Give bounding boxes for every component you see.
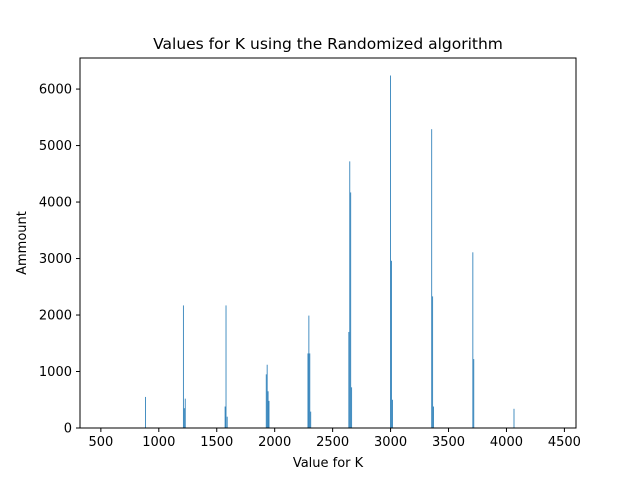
y-tick-label: 1000 — [39, 365, 72, 380]
y-tick-label: 2000 — [39, 309, 72, 324]
bar — [224, 406, 226, 428]
bar — [307, 353, 309, 428]
bar — [183, 408, 185, 428]
x-tick-label: 4500 — [548, 435, 581, 450]
bar — [310, 411, 312, 428]
chart-title: Values for K using the Randomized algori… — [153, 35, 503, 53]
bar — [472, 252, 474, 428]
bar — [513, 408, 515, 428]
x-tick-label: 2500 — [316, 435, 349, 450]
bar — [350, 192, 352, 428]
x-tick-label: 4000 — [490, 435, 523, 450]
x-tick-label: 3000 — [374, 435, 407, 450]
bar — [225, 305, 227, 428]
y-tick-label: 6000 — [39, 83, 72, 98]
bar — [349, 161, 351, 428]
bar — [433, 406, 434, 428]
bar — [309, 353, 311, 428]
bar — [431, 129, 433, 428]
bar — [473, 359, 475, 428]
y-axis-label: Ammount — [15, 211, 30, 275]
bar — [390, 75, 391, 428]
bar — [268, 400, 270, 428]
x-tick-label: 3500 — [432, 435, 465, 450]
x-axis-label: Value for K — [293, 456, 364, 471]
x-tick-label: 1000 — [142, 435, 175, 450]
bar — [267, 391, 269, 428]
bar — [351, 387, 353, 428]
y-tick-label: 4000 — [39, 196, 72, 211]
bar — [265, 374, 267, 428]
x-tick-label: 2000 — [258, 435, 291, 450]
plot-frame — [79, 57, 577, 429]
bar — [182, 305, 184, 428]
bar — [184, 398, 186, 428]
y-tick-label: 3000 — [39, 252, 72, 267]
x-tick-label: 500 — [88, 435, 113, 450]
y-tick-label: 5000 — [39, 139, 72, 154]
bars-group — [145, 75, 515, 428]
y-tick-label: 0 — [64, 422, 72, 437]
bar — [226, 416, 228, 428]
x-axis-ticks: 500 1000 1500 2000 2500 3000 3500 4000 4500 — [88, 428, 581, 450]
bar — [432, 296, 434, 428]
bar — [391, 260, 392, 428]
bar — [392, 399, 393, 428]
bar — [266, 364, 268, 428]
bar — [308, 315, 310, 428]
x-tick-label: 1500 — [200, 435, 233, 450]
bar — [348, 331, 350, 428]
bar — [145, 396, 146, 428]
y-axis-ticks: 0 1000 2000 3000 4000 5000 6000 — [39, 83, 80, 437]
